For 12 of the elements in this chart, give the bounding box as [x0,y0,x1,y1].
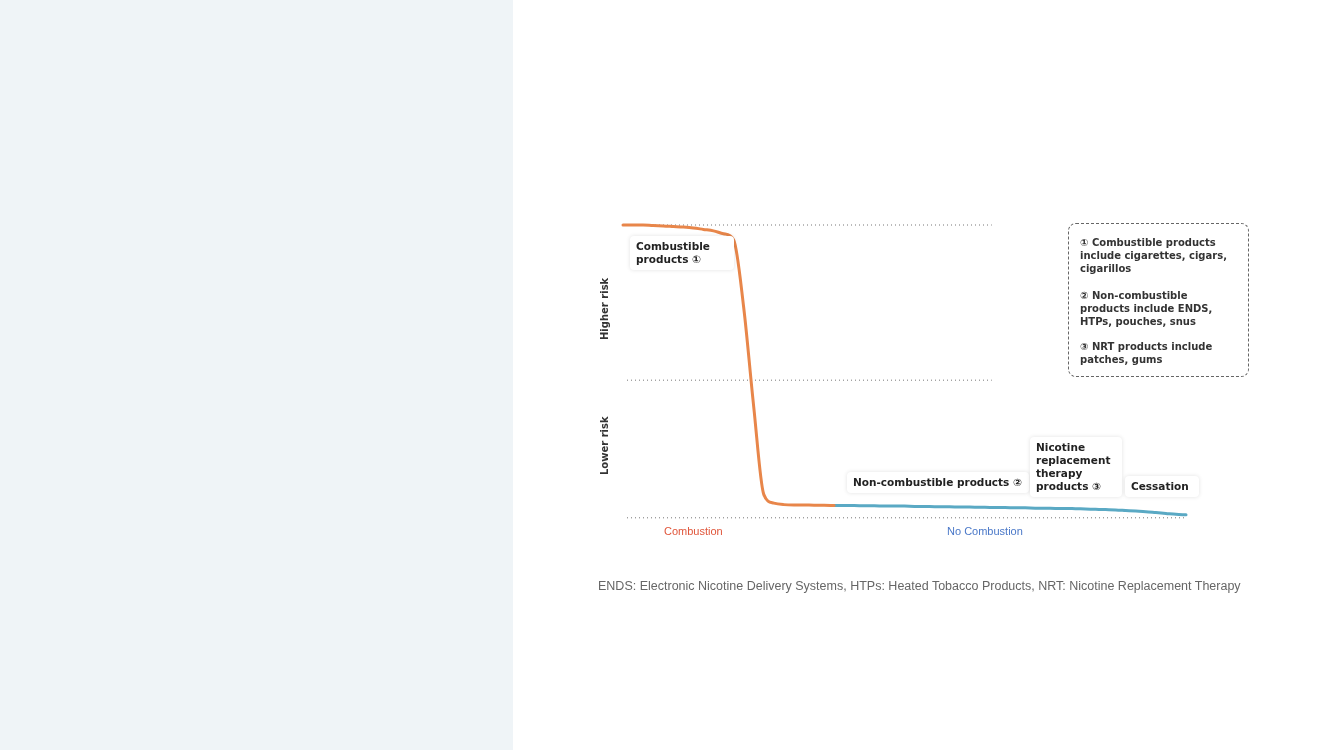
annotation: Nicotine replacement therapy products ③ [1030,437,1122,497]
x-tick-label: No Combustion [947,525,1023,538]
annotation: ② Non-combustible products include ENDS, HTPs, pouches, snus [1080,289,1214,328]
annotation: Combustible products ① [630,236,734,270]
text: Lower risk [598,415,611,475]
text: Higher risk [598,276,611,340]
text: ENDS: Electronic Nicotine Delivery Systems, HTPs: Heated Tobacco Products, NRT: Nicotine Replacement Therapy [598,579,1242,593]
annotation: ③ NRT products include patches, gums [1080,340,1214,366]
annotation: Cessation [1125,476,1199,497]
annotation: Non-combustible products ② [847,472,1029,493]
annotation: ① Combustible products include cigarettes, cigars, cigarillos [1080,236,1228,275]
x-tick-label: Combustion [664,525,723,538]
